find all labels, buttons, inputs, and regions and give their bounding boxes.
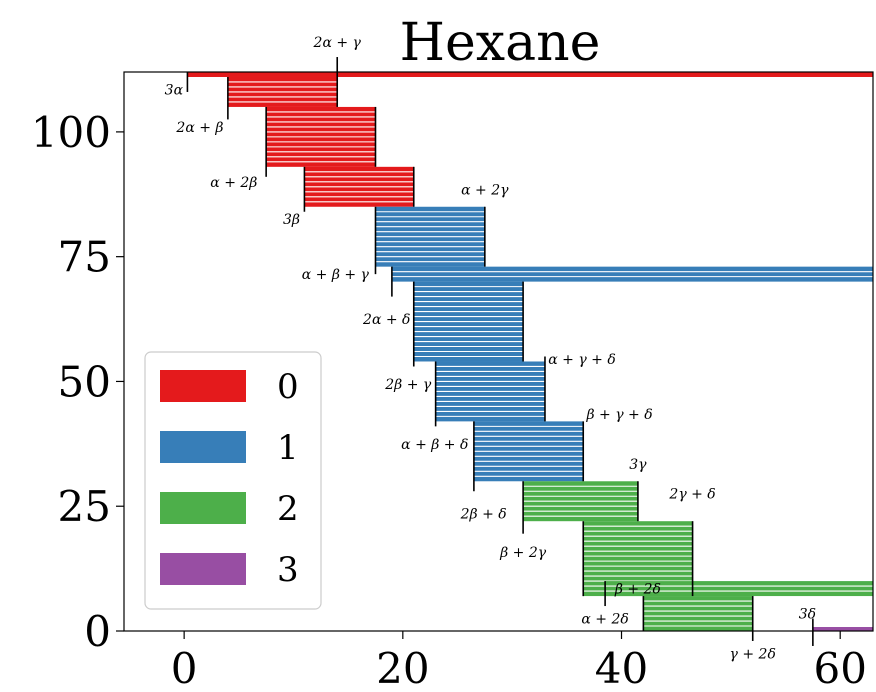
legend-swatch-0 — [160, 370, 246, 402]
segment-11 — [605, 581, 873, 597]
segment-5 — [391, 266, 873, 282]
annotation-3: α + 2β — [210, 175, 257, 191]
segment-7 — [435, 361, 545, 422]
legend-swatch-1 — [160, 431, 246, 463]
legend-box — [144, 351, 322, 610]
annotation-18: 3δ — [799, 607, 816, 623]
y-tick-label-0: 0 — [84, 607, 111, 656]
annotation-10: β + γ + δ — [586, 407, 653, 423]
legend: 0 1 2 3 — [144, 351, 322, 610]
annotation-9: 2β + γ — [384, 377, 432, 393]
annotation-8: α + γ + δ — [548, 352, 616, 368]
y-tick-label-4: 100 — [31, 108, 111, 157]
y-tick-label-2: 50 — [58, 357, 111, 406]
segments-layer — [187, 72, 873, 631]
segment-12 — [643, 596, 753, 631]
annotation-17: α + 2δ — [581, 612, 628, 628]
annotation-6: α + β + γ — [302, 267, 370, 283]
legend-label-3: 3 — [277, 550, 299, 590]
annotation-7: 2α + δ — [362, 312, 410, 328]
segment-6 — [413, 281, 524, 362]
plot-frame — [123, 71, 874, 632]
segment-9 — [523, 481, 638, 522]
x-tick-label-1: 20 — [376, 644, 429, 692]
segment-0 — [187, 72, 873, 77]
x-tick-label-3: 60 — [813, 644, 866, 692]
segment-1 — [227, 76, 338, 107]
chart-title: Hexane — [400, 13, 601, 73]
x-axis: 0 20 40 60 — [171, 631, 867, 692]
segment-2 — [266, 106, 376, 167]
segment-13 — [812, 627, 873, 631]
annotation-4: 3β — [283, 212, 300, 228]
annotation-16: β + 2δ — [614, 582, 661, 598]
y-tick-label-3: 75 — [58, 233, 111, 282]
markers-layer — [186, 57, 814, 646]
legend-label-2: 2 — [277, 489, 299, 529]
segment-3 — [304, 166, 414, 207]
annotation-5: α + 2γ — [461, 182, 509, 198]
segment-4 — [375, 206, 485, 267]
annotation-19: γ + 2δ — [730, 646, 776, 662]
y-axis: 0 25 50 75 100 — [31, 108, 124, 656]
annotation-13: 2γ + δ — [668, 487, 715, 503]
legend-label-1: 1 — [277, 428, 299, 468]
annotation-12: 3γ — [629, 457, 647, 473]
annotation-2: 2α + β — [175, 120, 223, 136]
annotation-15: β + 2γ — [499, 545, 547, 561]
y-tick-label-1: 25 — [58, 482, 111, 531]
annotation-0: 2α + γ — [313, 35, 362, 51]
legend-swatch-3 — [160, 553, 246, 585]
annotation-14: 2β + δ — [460, 507, 507, 523]
legend-label-0: 0 — [277, 367, 299, 407]
x-tick-label-2: 40 — [595, 644, 648, 692]
x-tick-label-0: 0 — [171, 644, 198, 692]
annotation-11: α + β + δ — [401, 437, 468, 453]
segment-8 — [473, 421, 584, 482]
legend-swatch-2 — [160, 492, 246, 524]
annotation-1: 3α — [165, 82, 184, 98]
